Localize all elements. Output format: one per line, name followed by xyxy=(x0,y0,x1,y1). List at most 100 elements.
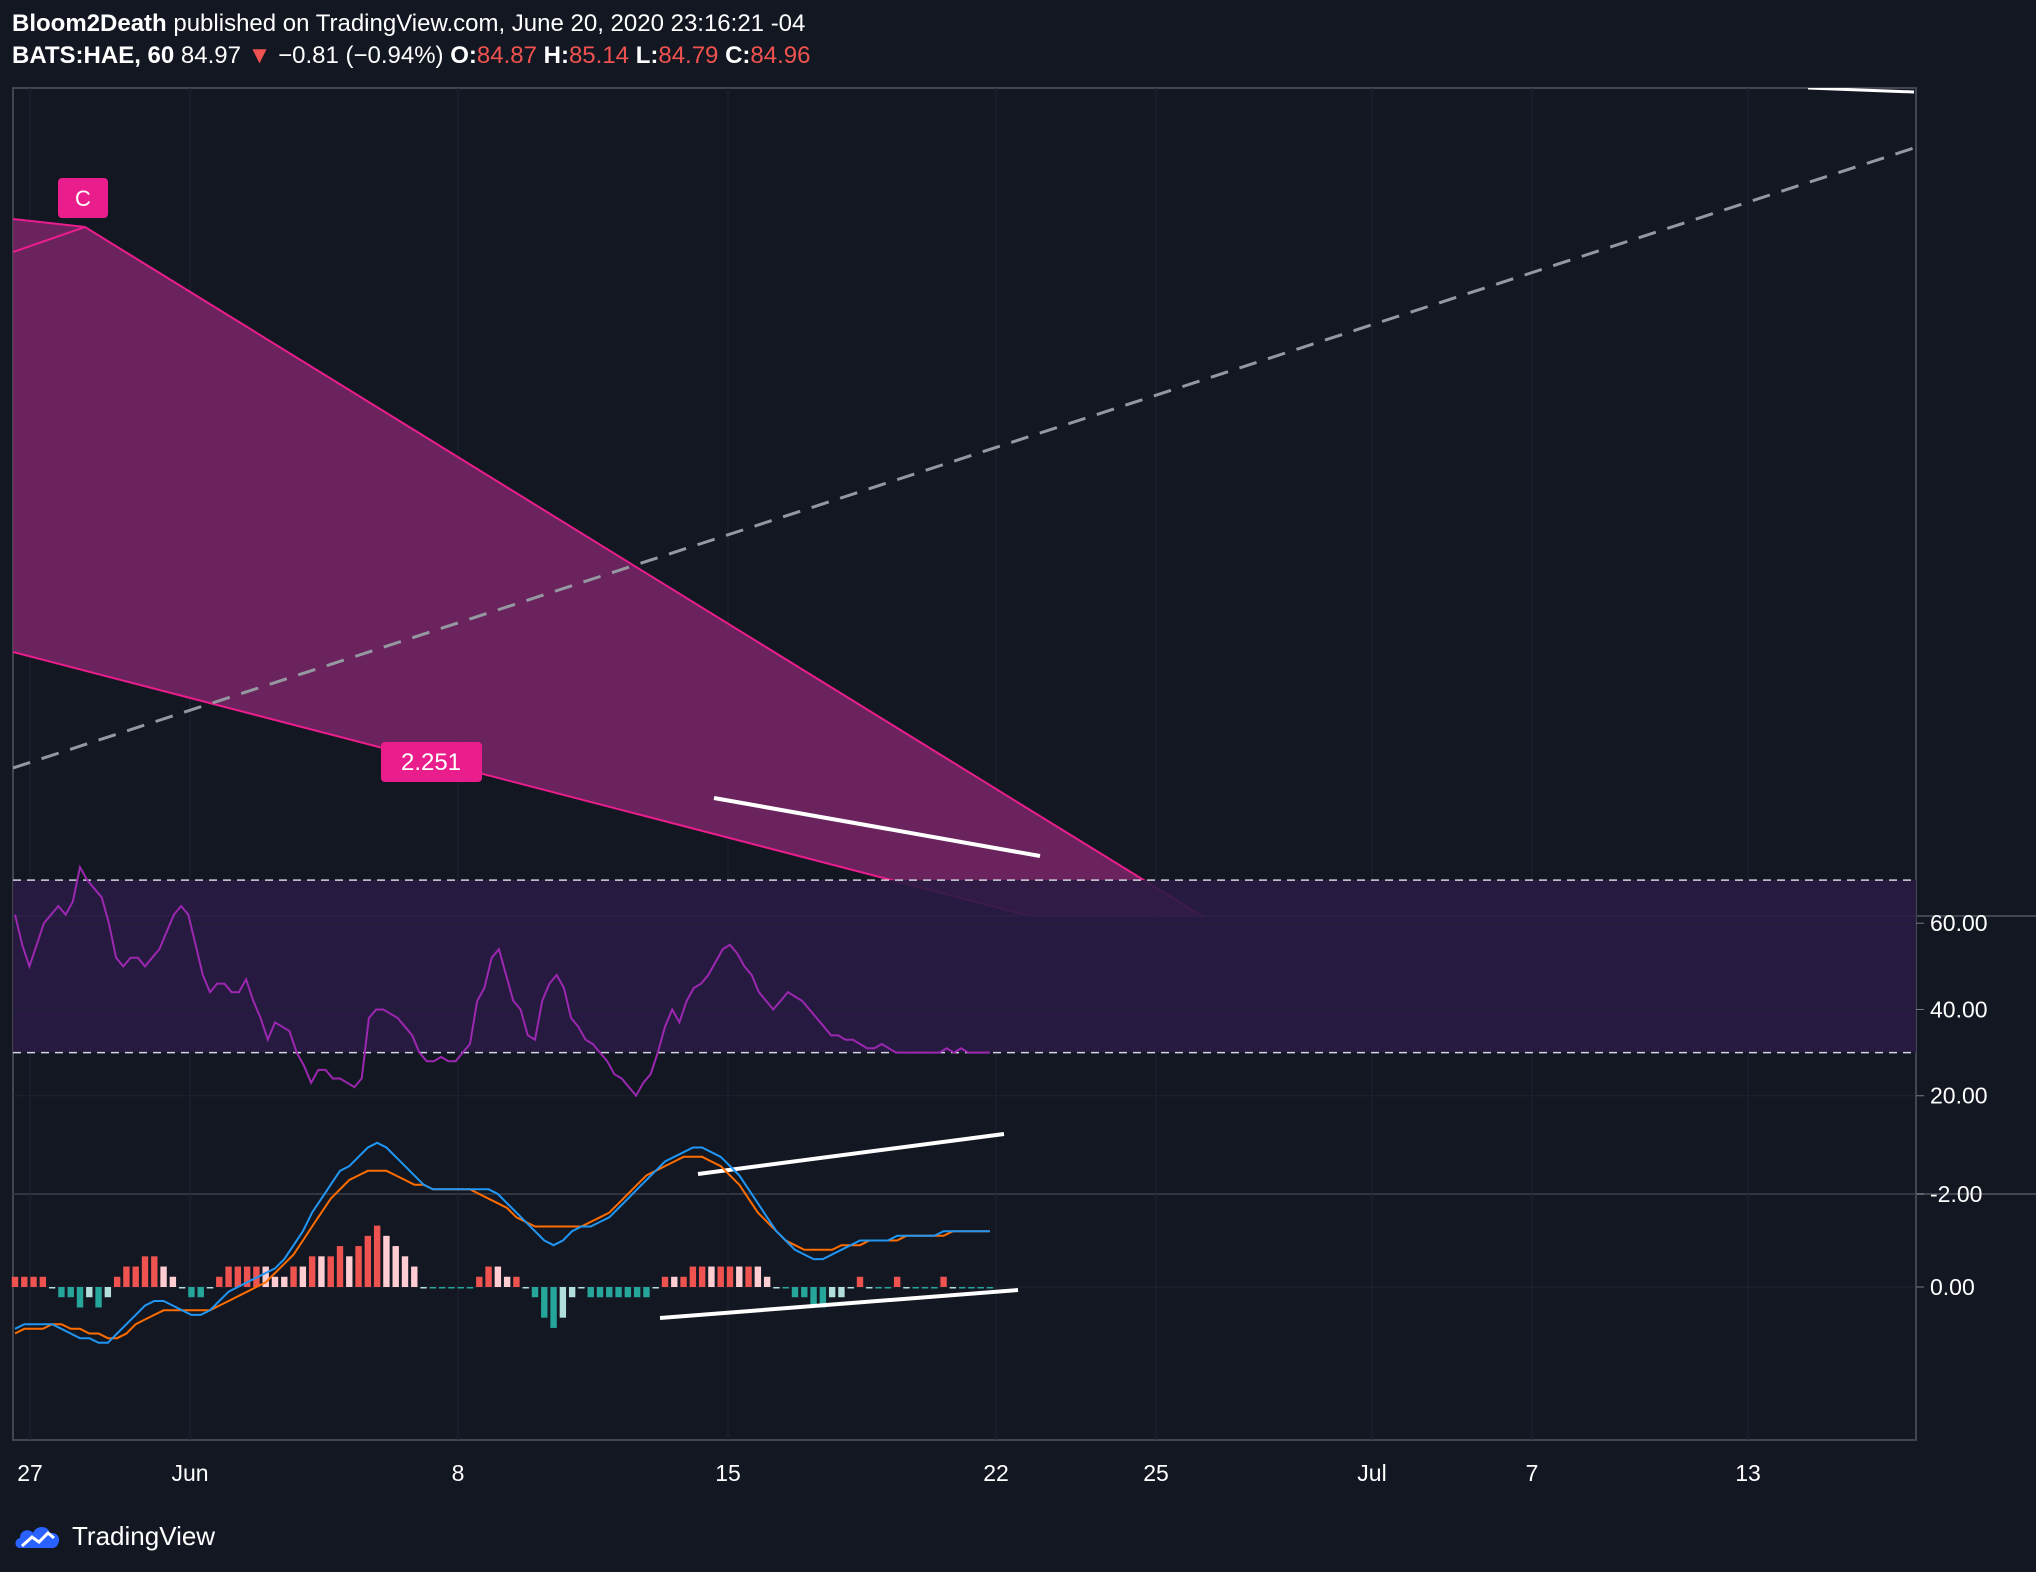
rsi-tick-label: 20.00 xyxy=(1930,1083,1988,1109)
macd-histogram-bar xyxy=(838,1287,845,1298)
macd-histogram-bar xyxy=(383,1235,390,1287)
macd-histogram-bar xyxy=(541,1287,548,1318)
price-pane xyxy=(13,88,1915,916)
macd-histogram-bar xyxy=(503,1276,511,1287)
footer-brand[interactable]: TradingView xyxy=(72,1520,216,1551)
macd-histogram-bar xyxy=(299,1266,307,1287)
open-value: 84.87 xyxy=(476,42,537,69)
macd-histogram-bar xyxy=(643,1287,650,1298)
macd-histogram-bar xyxy=(717,1266,724,1287)
macd-histogram-bar xyxy=(271,1276,279,1287)
macd-histogram-bar xyxy=(262,1266,269,1287)
macd-histogram-bar xyxy=(243,1266,251,1287)
macd-histogram-bar xyxy=(522,1287,529,1289)
tradingview-cloud-icon[interactable] xyxy=(14,1520,62,1552)
macd-histogram-bar xyxy=(940,1276,947,1287)
macd-histogram-bar xyxy=(513,1276,520,1287)
macd-histogram-bar xyxy=(912,1287,919,1289)
chart-canvas[interactable]: 27Jun8152225Jul713116.00111.00106.00102.… xyxy=(0,0,2036,1520)
author-name[interactable]: Bloom2Death xyxy=(12,10,167,37)
macd-histogram-bar xyxy=(160,1266,167,1287)
wedge-lower-line xyxy=(13,651,1031,916)
macd-histogram-bar xyxy=(11,1276,19,1287)
macd-histogram-bar xyxy=(782,1287,789,1289)
macd-histogram-bar xyxy=(531,1287,539,1298)
macd-histogram-bar xyxy=(587,1287,594,1298)
divergence-line-macd xyxy=(659,1288,1019,1320)
macd-histogram-bar xyxy=(884,1287,892,1289)
macd-histogram-bar xyxy=(856,1276,864,1287)
low-value: 84.79 xyxy=(658,42,719,69)
symbol-label[interactable]: BATS:HAE, 60 xyxy=(12,42,175,69)
macd-histogram-bar xyxy=(30,1276,37,1287)
rsi-tick-label: 60.00 xyxy=(1930,910,1988,936)
high-value: 85.14 xyxy=(568,42,630,69)
publish-text: published on TradingView.com, June 20, 2… xyxy=(173,10,806,37)
macd-histogram-bar xyxy=(234,1266,242,1287)
macd-histogram-bar xyxy=(606,1287,613,1298)
macd-histogram-bar xyxy=(336,1246,344,1287)
chart-header: Bloom2Death published on TradingView.com… xyxy=(12,8,810,72)
macd-histogram-bar xyxy=(67,1287,74,1298)
macd-histogram-bar xyxy=(113,1276,121,1287)
wedge-channel-fill xyxy=(13,219,1202,916)
macd-histogram-bar xyxy=(624,1287,632,1298)
macd-histogram-bar xyxy=(773,1287,780,1289)
macd-histogram-bar xyxy=(652,1287,659,1289)
macd-tick-label: -2.00 xyxy=(1930,1181,1982,1207)
macd-histogram-bar xyxy=(76,1287,84,1308)
macd-histogram-bar xyxy=(893,1276,901,1287)
macd-histogram-bar xyxy=(364,1235,372,1287)
macd-histogram-bar xyxy=(104,1287,112,1298)
macd-histogram-bar xyxy=(151,1256,158,1287)
macd-histogram-bar xyxy=(169,1276,177,1287)
dashed-trendline xyxy=(13,146,1915,770)
rsi-line xyxy=(14,864,990,1098)
macd-histogram-bar xyxy=(791,1287,799,1298)
macd-histogram-bar xyxy=(596,1287,604,1298)
open-label: O: xyxy=(450,42,477,69)
macd-histogram-bar xyxy=(48,1287,56,1289)
publish-info: Bloom2Death published on TradingView.com… xyxy=(12,8,810,40)
last-price: 84.97 xyxy=(180,42,241,69)
high-label: H: xyxy=(543,42,569,69)
macd-histogram-bar xyxy=(931,1287,938,1289)
macd-histogram-bar xyxy=(86,1287,93,1298)
x-tick-label: 8 xyxy=(452,1460,465,1486)
macd-histogram-bar xyxy=(178,1287,186,1289)
macd-histogram-bar xyxy=(754,1266,762,1287)
divergence-line-rsi xyxy=(697,1132,1005,1176)
macd-histogram-bar xyxy=(661,1276,669,1287)
macd-histogram-bar xyxy=(373,1225,381,1287)
macd-histogram-bar xyxy=(689,1266,697,1287)
macd-histogram-bar xyxy=(550,1287,557,1328)
marker-label: C xyxy=(75,186,91,211)
macd-line xyxy=(14,1141,990,1344)
macd-histogram-bar xyxy=(847,1287,854,1289)
macd-histogram-bar xyxy=(485,1266,492,1287)
macd-histogram-bar xyxy=(457,1287,464,1289)
drawn-line xyxy=(1807,88,1915,94)
macd-histogram-bar xyxy=(216,1276,223,1287)
macd-histogram-bar xyxy=(476,1276,483,1287)
macd-histogram-bar xyxy=(726,1266,734,1287)
macd-histogram-bar xyxy=(633,1287,641,1298)
rsi-tick-label: 40.00 xyxy=(1930,996,1988,1022)
macd-histogram-bar xyxy=(698,1266,706,1287)
x-tick-label: 22 xyxy=(983,1460,1009,1486)
x-tick-label: 25 xyxy=(1143,1460,1169,1486)
macd-histogram-bar xyxy=(132,1266,139,1287)
macd-tick-label: 0.00 xyxy=(1930,1274,1975,1300)
x-tick-label: 7 xyxy=(1526,1460,1539,1486)
macd-histogram-bar xyxy=(828,1287,836,1298)
macd-histogram-bar xyxy=(875,1287,882,1289)
macd-histogram-bar xyxy=(346,1256,353,1287)
channel-badge xyxy=(381,742,482,782)
macd-histogram-bar xyxy=(420,1287,427,1289)
macd-histogram-bar xyxy=(949,1287,957,1289)
marker-badge xyxy=(58,178,108,218)
macd-histogram-bar xyxy=(21,1276,28,1287)
macd-histogram-bar xyxy=(819,1287,827,1308)
macd-histogram-bar xyxy=(559,1287,567,1318)
macd-histogram-bar xyxy=(188,1287,195,1298)
